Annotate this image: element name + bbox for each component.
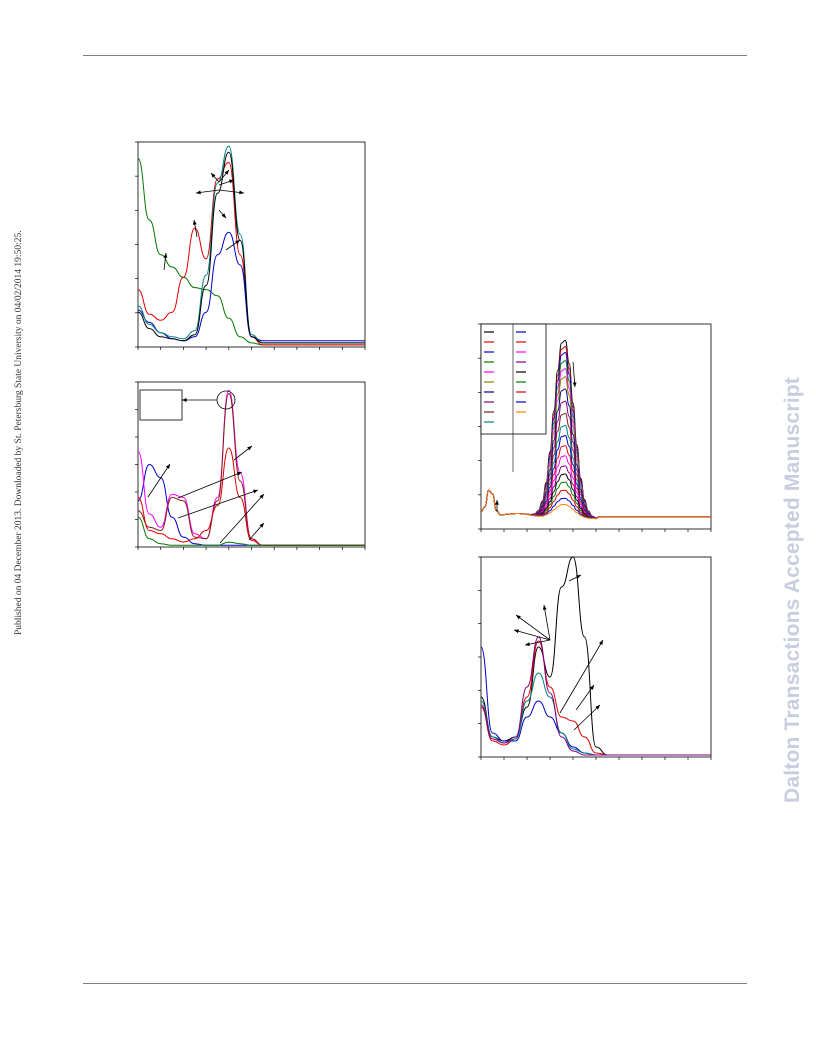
series-line-3: [137, 392, 365, 546]
arrow-head: [259, 494, 264, 499]
arrow-head: [182, 398, 187, 402]
series-line-5: [480, 636, 711, 756]
series-line-1: [480, 556, 711, 756]
figure-panel-a: [135, 141, 366, 350]
series-line-2: [480, 640, 711, 756]
series-line-15: [480, 473, 711, 520]
series-line-14: [480, 465, 711, 520]
arrow-head: [514, 629, 519, 634]
annotation-arrow: [177, 471, 243, 499]
legend-box: [480, 323, 547, 435]
plot-frame: [137, 381, 366, 548]
figure-panel-c: [478, 323, 712, 532]
figure-panel-d: [478, 556, 712, 760]
arrow-head: [576, 575, 581, 579]
arrow-head: [595, 705, 600, 710]
series-line-11: [480, 435, 711, 519]
plot-frame: [137, 141, 366, 348]
series-line-1: [137, 157, 365, 346]
arrow-head: [239, 190, 244, 195]
arrow-head: [165, 464, 170, 469]
arrow-head: [598, 640, 603, 645]
arrow-head: [237, 471, 242, 476]
annotation-arrow: [177, 489, 259, 519]
arrow-head: [163, 253, 168, 258]
publication-note: Published on 04 December 2013. Downloade…: [14, 230, 24, 635]
series-line-19: [480, 489, 711, 520]
arrow-head: [495, 500, 499, 505]
annotation-arrow: [573, 704, 601, 731]
series-line-5: [137, 516, 365, 546]
annotation-arrow: [559, 639, 604, 714]
arrow-head: [211, 173, 216, 178]
accepted-manuscript-watermark: Dalton Transactions Accepted Manuscript: [781, 377, 804, 803]
arrow-head: [525, 642, 530, 647]
series-line-4: [137, 447, 365, 546]
series-line-5: [137, 151, 365, 344]
series-line-10: [480, 424, 711, 519]
arrow-head: [224, 170, 229, 175]
annotation-arrow: [543, 604, 551, 641]
series-line-2: [137, 389, 365, 546]
figure-panel-b: [135, 381, 366, 550]
arrow-head: [253, 489, 258, 494]
arrow-head: [259, 523, 264, 528]
series-line-4: [137, 145, 365, 344]
arrow-head: [196, 190, 201, 195]
annotation-arrow: [575, 684, 595, 711]
annotation-arrow: [515, 614, 551, 641]
arrow-head: [247, 446, 252, 451]
arrow-head: [572, 382, 577, 387]
annotation-arrow: [219, 493, 265, 544]
series-line-4: [480, 672, 711, 756]
series-line-18: [480, 489, 711, 520]
footer-rule: [83, 983, 747, 984]
arrow-head: [221, 213, 226, 218]
arrow-head: [192, 220, 197, 225]
arrow-head: [516, 615, 521, 620]
series-line-3: [137, 231, 365, 342]
arrow-head: [235, 240, 240, 245]
plot-frame: [480, 556, 712, 758]
series-line-12: [480, 445, 711, 519]
arrow-head: [589, 685, 594, 690]
header-rule: [83, 55, 747, 56]
annotation-arrow: [513, 629, 551, 641]
series-line-2: [137, 161, 365, 346]
arrow-head: [542, 605, 547, 610]
inset-box: [139, 389, 183, 421]
series-line-13: [480, 455, 711, 519]
series-line-1: [137, 463, 365, 546]
arrow-head: [229, 179, 234, 184]
series-line-17: [480, 489, 711, 520]
annotation-arrow: [147, 463, 171, 498]
